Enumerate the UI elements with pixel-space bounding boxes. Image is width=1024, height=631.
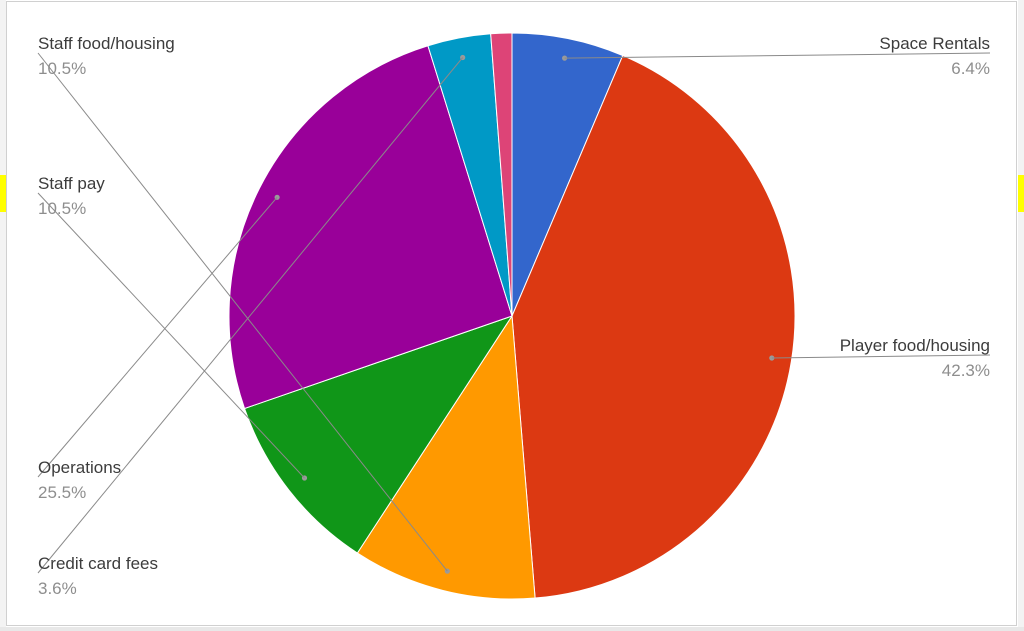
slice-label-3: Staff pay [38, 174, 105, 193]
slice-value-4: 25.5% [38, 483, 86, 502]
pie-slice-6[interactable] [490, 32, 513, 317]
leader-line-4 [37, 196, 278, 478]
leader-line-0 [564, 52, 991, 59]
slice-labels: Space Rentals 6.4% Player food/housing 42.3… [38, 34, 990, 598]
pie-slice-4[interactable] [228, 45, 513, 410]
background-highlight-right [1018, 175, 1024, 212]
slice-label-5: Credit card fees [38, 554, 158, 573]
slice-label-0: Space Rentals [879, 34, 990, 53]
background-bottom-edge [0, 627, 1024, 631]
pie-slices [228, 32, 796, 600]
leader-line-5 [37, 57, 464, 574]
slice-value-2: 10.5% [38, 59, 86, 78]
slice-label-4: Operations [38, 458, 121, 477]
slice-label-2: Staff food/housing [38, 34, 175, 53]
slice-value-5: 3.6% [38, 579, 77, 598]
pie-slice-0[interactable] [511, 32, 624, 317]
background-highlight-left [0, 175, 6, 212]
slice-value-3: 10.5% [38, 199, 86, 218]
slice-value-1: 42.3% [942, 361, 990, 380]
slice-value-0: 6.4% [951, 59, 990, 78]
pie-slice-1[interactable] [511, 54, 796, 599]
leader-line-3 [37, 192, 305, 479]
slice-label-1: Player food/housing [840, 336, 990, 355]
background-right-edge [1018, 0, 1024, 631]
background-left-edge [0, 0, 6, 631]
pie-slice-3[interactable] [243, 315, 514, 554]
leader-lines [37, 52, 991, 574]
pie-slice-2[interactable] [356, 314, 536, 600]
leader-line-2 [37, 52, 448, 572]
leader-line-1 [771, 354, 991, 359]
